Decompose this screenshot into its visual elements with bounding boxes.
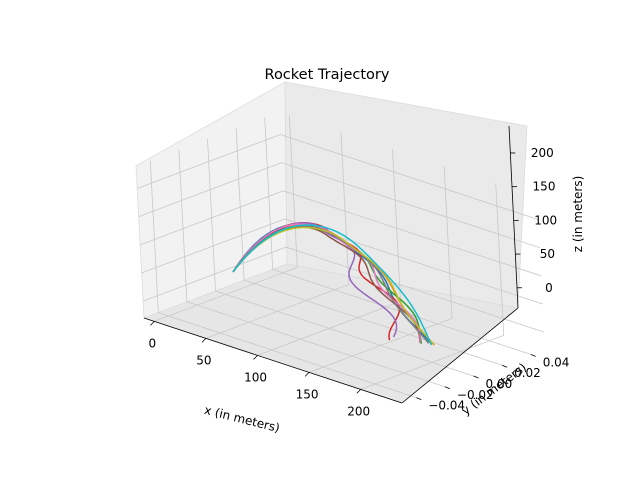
grid-line — [186, 301, 446, 388]
trajectory-line — [232, 223, 421, 344]
x-tick-label: 100 — [244, 370, 267, 384]
y-tick-mark — [473, 375, 479, 379]
x-tick-label: 150 — [296, 387, 319, 401]
z-tick-label: 150 — [533, 180, 556, 194]
grid-line — [178, 149, 188, 302]
x-tick-label: 0 — [148, 336, 156, 350]
y-tick-mark — [501, 364, 508, 368]
x-axis-label: x (in meters) — [203, 403, 281, 435]
grid-line — [158, 312, 417, 398]
y-axis-line — [401, 307, 519, 404]
grid-line — [243, 279, 503, 366]
x-tick-mark — [356, 389, 362, 394]
grid-line — [288, 115, 298, 268]
y-tick-mark — [416, 397, 422, 400]
y-tick-label: 0.00 — [486, 377, 513, 391]
axes — [143, 125, 519, 404]
grid-line — [149, 160, 159, 313]
x-tick-mark — [150, 321, 155, 326]
grid-lines — [137, 115, 545, 398]
grid-line — [138, 162, 540, 249]
z-tick-label: 0 — [545, 281, 553, 295]
x-axis-line — [143, 317, 403, 404]
z-tick-label: 100 — [534, 213, 557, 227]
z-axis-label: z (in meters) — [571, 176, 585, 253]
z-tick-label: 50 — [540, 247, 555, 261]
grid-line — [215, 290, 474, 377]
grid-line — [141, 218, 543, 305]
z-tick-label: 200 — [531, 146, 554, 160]
trajectory-line — [232, 224, 433, 346]
y-tick-label: −0.04 — [428, 399, 465, 413]
z-axis-line — [508, 125, 519, 309]
grid-line — [443, 166, 453, 319]
grid-line — [340, 132, 350, 285]
x-tick-label: 50 — [196, 353, 211, 367]
grid-line — [495, 183, 505, 336]
chart-title: Rocket Trajectory — [265, 67, 390, 83]
x-tick-mark — [201, 338, 207, 343]
grid-line — [235, 128, 245, 281]
y-tick-label: 0.04 — [543, 355, 570, 369]
x-tick-mark — [304, 372, 310, 377]
y-tick-label: −0.02 — [457, 388, 494, 402]
trajectory-lines — [232, 222, 435, 346]
x-tick-label: 200 — [347, 404, 370, 418]
grid-line — [137, 134, 539, 220]
tick-labels: 0 50 100 150 200 −0.04−0.020.000.020.04 0 50 100… — [148, 146, 569, 418]
grid-line — [142, 246, 545, 333]
grid-line — [264, 117, 274, 270]
x-tick-mark — [253, 355, 258, 360]
grid-line — [140, 190, 542, 277]
grid-line — [207, 138, 216, 292]
y-tick-mark — [444, 386, 451, 390]
grid-line — [392, 149, 401, 302]
y-tick-label: 0.02 — [514, 366, 541, 380]
y-tick-mark — [530, 354, 536, 357]
